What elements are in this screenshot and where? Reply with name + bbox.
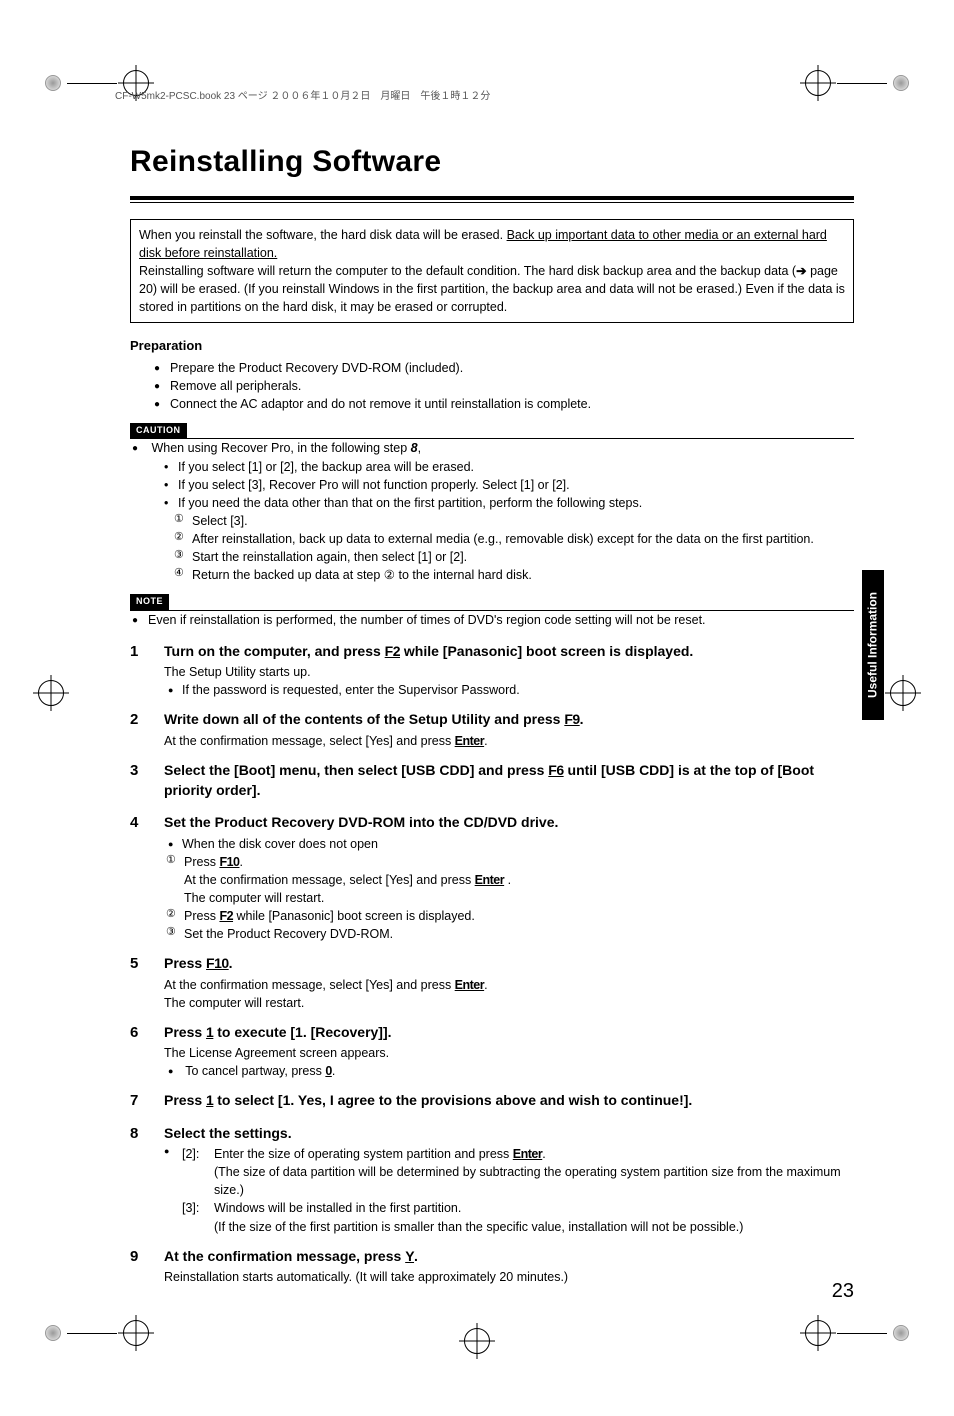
step-num: 4 xyxy=(130,812,164,943)
prep-item: Connect the AC adaptor and do not remove… xyxy=(170,395,854,413)
caution-line-1: When using Recover Pro, in the following… xyxy=(148,439,854,584)
caution-sub-1: If you select [1] or [2], the backup are… xyxy=(178,458,854,476)
note-line: Even if reinstallation is performed, the… xyxy=(148,611,854,629)
step-2: 2 Write down all of the contents of the … xyxy=(130,709,854,749)
step-body-text: At the confirmation message, select [Yes… xyxy=(164,976,854,994)
step-title: Set the Product Recovery DVD-ROM into th… xyxy=(164,812,854,832)
caution-label: CAUTION xyxy=(130,423,187,438)
title-rule-thick xyxy=(130,196,854,200)
step-num: 9 xyxy=(130,1246,164,1286)
step4-c2: ② Press F2 while [Panasonic] boot screen… xyxy=(184,907,854,925)
caution-circled-list: ①Select [3]. ②After reinstallation, back… xyxy=(148,512,854,585)
step-title: Write down all of the contents of the Se… xyxy=(164,709,854,729)
caution-circ-3: ③Start the reinstallation again, then se… xyxy=(192,548,854,566)
step-body-text: Reinstallation starts automatically. (It… xyxy=(164,1268,854,1286)
note-label: NOTE xyxy=(130,594,169,609)
page-title: Reinstalling Software xyxy=(130,140,854,184)
caution-circ-4: ④Return the backed up data at step ② to … xyxy=(192,566,854,584)
title-rule-thin xyxy=(130,202,854,203)
step-5: 5 Press F10. At the confirmation message… xyxy=(130,953,854,1012)
step-num: 8 xyxy=(130,1123,164,1236)
step-num: 3 xyxy=(130,760,164,803)
step-6: 6 Press 1 to execute [1. [Recovery]]. Th… xyxy=(130,1022,854,1081)
step-title: At the confirmation message, press Y. xyxy=(164,1246,854,1266)
step-num: 7 xyxy=(130,1090,164,1112)
step-num: 2 xyxy=(130,709,164,749)
step-body-text: At the confirmation message, select [Yes… xyxy=(164,732,854,750)
step-3: 3 Select the [Boot] menu, then select [U… xyxy=(130,760,854,803)
arrow-icon: ➔ xyxy=(796,264,806,278)
preparation-list: Prepare the Product Recovery DVD-ROM (in… xyxy=(130,359,854,413)
step-8: 8 Select the settings. ● [2]: Enter the … xyxy=(130,1123,854,1236)
caution-sub-3: If you need the data other than that on … xyxy=(178,494,854,512)
page-content: Reinstalling Software When you reinstall… xyxy=(0,0,954,1416)
caution-step-ref: 8 xyxy=(411,441,418,455)
opt3-text: Windows will be installed in the first p… xyxy=(214,1199,854,1235)
step-bullet: To cancel partway, press 0. xyxy=(182,1062,854,1080)
caution-circ-1: ①Select [3]. xyxy=(192,512,854,530)
prep-item: Remove all peripherals. xyxy=(170,377,854,395)
step-title: Press 1 to select [1. Yes, I agree to th… xyxy=(164,1090,854,1110)
opt2-key: [2]: xyxy=(182,1145,214,1199)
opt2-text: Enter the size of operating system parti… xyxy=(214,1145,854,1199)
warning-text-2a: Reinstalling software will return the co… xyxy=(139,264,796,278)
step-body-text: The Setup Utility starts up. xyxy=(164,663,854,681)
opt3-key: [3]: xyxy=(182,1199,214,1235)
caution-sub-2: If you select [3], Recover Pro will not … xyxy=(178,476,854,494)
step-4: 4 Set the Product Recovery DVD-ROM into … xyxy=(130,812,854,943)
step4-c1: ① Press F10. At the confirmation message… xyxy=(184,853,854,907)
step-1: 1 Turn on the computer, and press F2 whi… xyxy=(130,641,854,700)
warning-box: When you reinstall the software, the har… xyxy=(130,219,854,324)
caution-body: When using Recover Pro, in the following… xyxy=(130,439,854,584)
step-title: Press 1 to execute [1. [Recovery]]. xyxy=(164,1022,854,1042)
caution-circ-2: ②After reinstallation, back up data to e… xyxy=(192,530,854,548)
prep-item: Prepare the Product Recovery DVD-ROM (in… xyxy=(170,359,854,377)
preparation-heading: Preparation xyxy=(130,337,854,356)
step-body-text: The License Agreement screen appears. xyxy=(164,1044,854,1062)
step-title: Turn on the computer, and press F2 while… xyxy=(164,641,854,661)
step-title: Select the settings. xyxy=(164,1123,854,1143)
step-num: 1 xyxy=(130,641,164,700)
step-4-circled: ① Press F10. At the confirmation message… xyxy=(164,853,854,944)
caution-text-1: When using Recover Pro, in the following… xyxy=(151,441,410,455)
warning-text-1a: When you reinstall the software, the har… xyxy=(139,228,507,242)
step-bullet: When the disk cover does not open xyxy=(182,835,854,853)
step4-c3: ③ Set the Product Recovery DVD-ROM. xyxy=(184,925,854,943)
step-title: Press F10. xyxy=(164,953,854,973)
step-bullet: If the password is requested, enter the … xyxy=(182,681,854,699)
step-9: 9 At the confirmation message, press Y. … xyxy=(130,1246,854,1286)
step-title: Select the [Boot] menu, then select [USB… xyxy=(164,760,854,801)
step-7: 7 Press 1 to select [1. Yes, I agree to … xyxy=(130,1090,854,1112)
note-body: Even if reinstallation is performed, the… xyxy=(130,611,854,629)
step-num: 5 xyxy=(130,953,164,1012)
steps-container: 1 Turn on the computer, and press F2 whi… xyxy=(130,641,854,1286)
step-body-text-2: The computer will restart. xyxy=(164,994,854,1012)
page-number: 23 xyxy=(832,1277,854,1306)
step-num: 6 xyxy=(130,1022,164,1081)
